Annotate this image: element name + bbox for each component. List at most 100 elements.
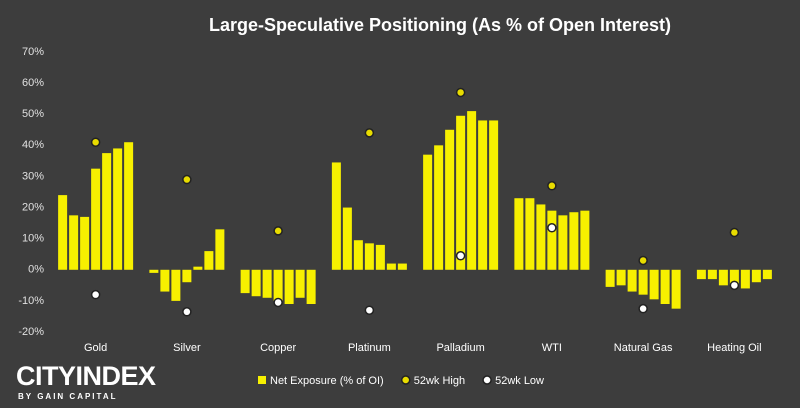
bar	[160, 269, 170, 292]
y-tick-label: -20%	[18, 326, 44, 338]
marker	[273, 297, 283, 308]
marker	[90, 289, 101, 300]
bar	[273, 269, 283, 301]
marker	[90, 137, 101, 147]
logo-tagline: BY GAIN CAPITAL	[18, 392, 117, 401]
bar	[306, 269, 316, 304]
bar	[58, 195, 68, 270]
logo-name: CITYINDEX	[16, 361, 156, 391]
legend-swatch	[400, 375, 411, 385]
bar	[514, 198, 524, 270]
bar	[558, 215, 568, 270]
bar	[605, 269, 615, 287]
bar	[102, 153, 112, 270]
marker	[547, 181, 557, 191]
marker	[364, 128, 375, 138]
x-tick-label: Palladium	[436, 342, 484, 354]
bar	[262, 269, 272, 298]
y-tick-label: 60%	[22, 77, 44, 89]
chart-title: Large-Speculative Positioning (As % of O…	[209, 15, 671, 35]
bar	[124, 142, 134, 270]
y-tick-label: 10%	[22, 233, 44, 245]
marker	[638, 255, 648, 266]
bar	[423, 154, 433, 270]
bar	[569, 212, 579, 270]
bar	[171, 269, 181, 301]
y-tick-label: 40%	[22, 139, 44, 151]
x-tick-label: Heating Oil	[707, 342, 761, 354]
marker	[455, 251, 466, 261]
y-tick-label: 70%	[22, 46, 44, 58]
legend-label: Net Exposure (% of OI)	[270, 375, 384, 387]
bar	[729, 269, 739, 286]
bar	[353, 240, 363, 270]
bar	[525, 198, 535, 270]
bar	[69, 215, 79, 270]
bar	[375, 244, 385, 270]
x-tick-label: Copper	[260, 342, 296, 354]
bar	[91, 168, 101, 270]
bar	[671, 269, 681, 309]
bar	[489, 120, 499, 270]
y-tick-label: 50%	[22, 108, 44, 120]
bar	[215, 229, 225, 270]
y-tick-label: 30%	[22, 170, 44, 182]
bar	[580, 210, 590, 270]
legend-label: 52wk Low	[495, 375, 544, 387]
bar	[193, 266, 203, 270]
bar	[331, 162, 341, 270]
bar	[397, 263, 407, 270]
bar	[251, 269, 261, 297]
bar	[649, 269, 659, 300]
bar	[240, 269, 250, 294]
bar	[762, 269, 772, 280]
legend-label: 52wk High	[414, 375, 465, 387]
marker	[455, 87, 466, 98]
bar	[342, 207, 352, 270]
bar	[295, 269, 305, 298]
marker	[273, 226, 283, 236]
marker	[638, 303, 648, 314]
bar	[386, 263, 396, 270]
x-tick-label: Platinum	[348, 342, 391, 354]
legend-swatch	[482, 375, 492, 385]
bar	[445, 129, 455, 270]
bar	[182, 269, 192, 283]
bar	[364, 243, 374, 270]
x-tick-label: Gold	[84, 342, 107, 354]
y-tick-label: 0%	[28, 264, 44, 276]
marker	[547, 223, 557, 233]
bar	[616, 269, 626, 286]
bar	[740, 269, 750, 289]
x-tick-label: WTI	[542, 342, 562, 354]
bar	[627, 269, 637, 292]
bar	[456, 115, 466, 270]
y-tick-label: -10%	[18, 295, 44, 307]
bar	[204, 251, 214, 270]
x-tick-label: Silver	[173, 342, 201, 354]
bar	[113, 148, 123, 270]
bar	[478, 120, 488, 270]
marker	[182, 307, 192, 317]
bar	[696, 269, 706, 280]
bar	[284, 269, 294, 304]
bar	[547, 210, 557, 270]
bar	[718, 269, 728, 286]
bar	[751, 269, 761, 283]
y-tick-label: 20%	[22, 201, 44, 213]
legend-swatch	[258, 376, 266, 384]
bar	[660, 269, 670, 304]
x-tick-label: Natural Gas	[614, 342, 673, 354]
marker	[364, 305, 375, 315]
bar	[638, 269, 648, 295]
marker	[729, 227, 740, 238]
bar	[149, 269, 159, 273]
bar	[707, 269, 717, 280]
bar	[80, 216, 90, 270]
marker	[182, 174, 192, 185]
marker	[729, 280, 740, 291]
bar	[434, 145, 444, 270]
bar	[536, 204, 546, 270]
bar	[467, 111, 477, 270]
